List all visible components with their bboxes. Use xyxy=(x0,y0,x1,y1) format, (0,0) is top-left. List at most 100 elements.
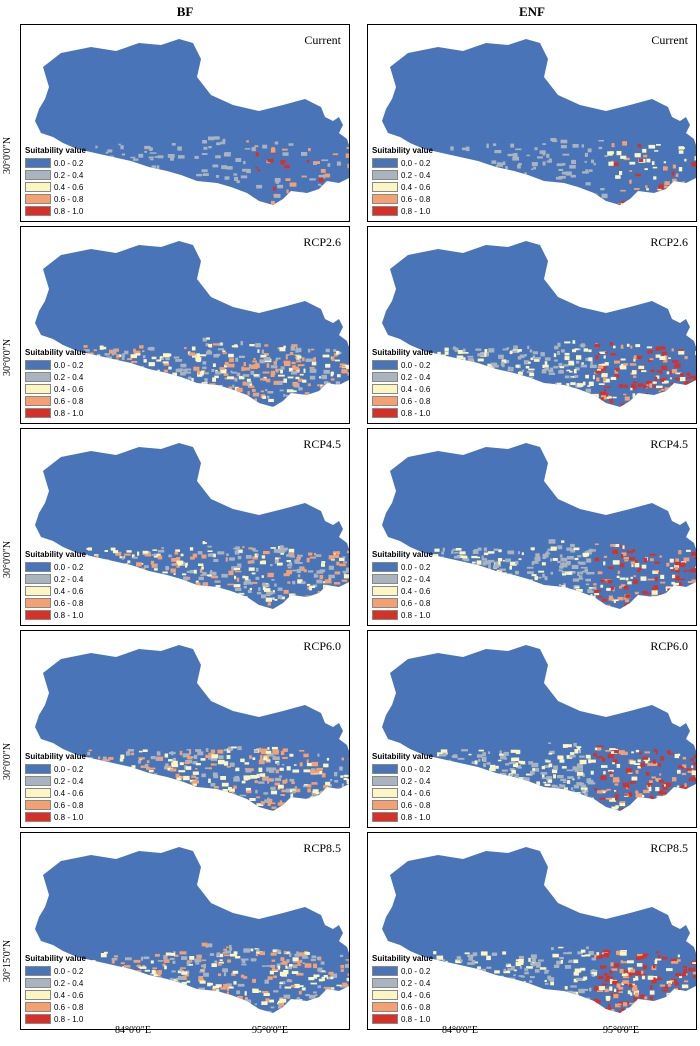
legend-label: 0.0 - 0.2 xyxy=(54,966,84,976)
legend-swatch xyxy=(372,562,398,572)
legend-swatch xyxy=(25,194,51,204)
legend-swatch xyxy=(25,610,51,620)
legend-label: 0.4 - 0.6 xyxy=(54,182,84,192)
legend-title: Suitability value xyxy=(25,146,86,155)
legend-swatch xyxy=(25,158,51,168)
legend-label: 0.4 - 0.6 xyxy=(401,788,431,798)
map-panel-enf-rcp60: RCP6.0 Suitability value 0.0 - 0.2 0.2 - 0.… xyxy=(367,630,697,828)
legend-label: 0.2 - 0.4 xyxy=(54,574,84,584)
legend-label: 0.2 - 0.4 xyxy=(401,372,431,382)
legend-label: 0.2 - 0.4 xyxy=(401,978,431,988)
legend-swatch xyxy=(25,812,51,822)
legend-item: 0.6 - 0.8 xyxy=(372,799,433,811)
legend: Suitability value 0.0 - 0.2 0.2 - 0.4 0.4 -… xyxy=(25,146,86,217)
legend-item: 0.6 - 0.8 xyxy=(25,597,86,609)
legend-item: 0.0 - 0.2 xyxy=(25,965,86,977)
region-outline xyxy=(382,241,696,407)
legend-label: 0.0 - 0.2 xyxy=(54,562,84,572)
column-title-enf: ENF xyxy=(519,4,545,19)
legend-swatch xyxy=(372,396,398,406)
legend-label: 0.8 - 1.0 xyxy=(54,408,84,418)
legend-swatch xyxy=(372,966,398,976)
legend-item: 0.6 - 0.8 xyxy=(372,395,433,407)
suitability-map xyxy=(35,847,349,1013)
scenario-label: RCP6.0 xyxy=(650,639,688,653)
scenario-label: Current xyxy=(304,33,341,47)
legend-label: 0.0 - 0.2 xyxy=(401,562,431,572)
legend-item: 0.2 - 0.4 xyxy=(25,977,86,989)
legend-swatch xyxy=(372,206,398,216)
legend-swatch xyxy=(372,800,398,810)
lon-label-84-left: 84°0'0"E xyxy=(115,1025,151,1036)
legend-label: 0.2 - 0.4 xyxy=(401,776,431,786)
legend-item: 0.4 - 0.6 xyxy=(372,787,433,799)
map-panel-enf-rcp45: RCP4.5 Suitability value 0.0 - 0.2 0.2 - 0.… xyxy=(367,428,697,626)
legend-swatch xyxy=(372,194,398,204)
legend-item: 0.4 - 0.6 xyxy=(372,181,433,193)
legend-swatch xyxy=(25,966,51,976)
legend-item: 0.2 - 0.4 xyxy=(372,169,433,181)
legend-label: 0.2 - 0.4 xyxy=(54,170,84,180)
legend-item: 0.4 - 0.6 xyxy=(372,585,433,597)
suitability-map xyxy=(382,645,696,811)
legend-label: 0.8 - 1.0 xyxy=(54,1014,84,1024)
lat-label: 30°0'0"N xyxy=(2,136,13,174)
legend-swatch xyxy=(25,396,51,406)
legend-swatch xyxy=(25,360,51,370)
legend: Suitability value 0.0 - 0.2 0.2 - 0.4 0.4 -… xyxy=(372,550,433,621)
map-panel-enf-current: Current Suitability value 0.0 - 0.2 0.2 - 0… xyxy=(367,24,697,222)
legend-swatch xyxy=(372,788,398,798)
legend-title: Suitability value xyxy=(372,954,433,963)
legend-swatch xyxy=(372,978,398,988)
scenario-label: RCP6.0 xyxy=(303,639,341,653)
scenario-label: RCP2.6 xyxy=(650,235,688,249)
scenario-label: Current xyxy=(651,33,688,47)
legend-label: 0.8 - 1.0 xyxy=(401,1014,431,1024)
legend-label: 0.6 - 0.8 xyxy=(54,598,84,608)
legend-label: 0.2 - 0.4 xyxy=(401,574,431,584)
legend-label: 0.2 - 0.4 xyxy=(54,978,84,988)
legend-label: 0.4 - 0.6 xyxy=(401,182,431,192)
legend-swatch xyxy=(372,170,398,180)
legend-swatch xyxy=(372,776,398,786)
legend-swatch xyxy=(372,598,398,608)
legend-label: 0.2 - 0.4 xyxy=(401,170,431,180)
region-outline xyxy=(382,847,696,1013)
suitability-map xyxy=(35,645,349,811)
legend-label: 0.4 - 0.6 xyxy=(401,990,431,1000)
legend-item: 0.2 - 0.4 xyxy=(372,573,433,585)
legend-swatch xyxy=(25,170,51,180)
legend-label: 0.8 - 1.0 xyxy=(54,206,84,216)
suitability-map xyxy=(35,39,349,205)
legend-item: 0.0 - 0.2 xyxy=(25,157,86,169)
legend-label: 0.0 - 0.2 xyxy=(54,360,84,370)
legend-item: 0.2 - 0.4 xyxy=(372,371,433,383)
suitability-map xyxy=(382,39,696,205)
legend-title: Suitability value xyxy=(25,752,86,761)
region-outline xyxy=(35,39,349,205)
legend-title: Suitability value xyxy=(372,550,433,559)
legend: Suitability value 0.0 - 0.2 0.2 - 0.4 0.4 -… xyxy=(372,348,433,419)
legend-swatch xyxy=(372,586,398,596)
legend-label: 0.4 - 0.6 xyxy=(401,586,431,596)
map-panel-enf-rcp26: RCP2.6 Suitability value 0.0 - 0.2 0.2 - 0.… xyxy=(367,226,697,424)
legend-title: Suitability value xyxy=(372,146,433,155)
column-title-bf: BF xyxy=(176,4,194,19)
legend-item: 0.6 - 0.8 xyxy=(25,193,86,205)
legend-item: 0.8 - 1.0 xyxy=(372,609,433,621)
legend-item: 0.0 - 0.2 xyxy=(372,763,433,775)
legend-swatch xyxy=(25,978,51,988)
lat-label: 30°0'0"N xyxy=(2,338,13,376)
legend-item: 0.0 - 0.2 xyxy=(25,763,86,775)
legend-item: 0.6 - 0.8 xyxy=(372,597,433,609)
legend-item: 0.2 - 0.4 xyxy=(25,371,86,383)
legend-swatch xyxy=(25,206,51,216)
legend-swatch xyxy=(25,990,51,1000)
legend-item: 0.2 - 0.4 xyxy=(372,977,433,989)
region-outline xyxy=(35,241,349,407)
legend-label: 0.6 - 0.8 xyxy=(54,194,84,204)
legend-label: 0.0 - 0.2 xyxy=(401,158,431,168)
legend: Suitability value 0.0 - 0.2 0.2 - 0.4 0.4 -… xyxy=(372,146,433,217)
suitability-map xyxy=(35,241,349,407)
legend: Suitability value 0.0 - 0.2 0.2 - 0.4 0.4 -… xyxy=(372,752,433,823)
